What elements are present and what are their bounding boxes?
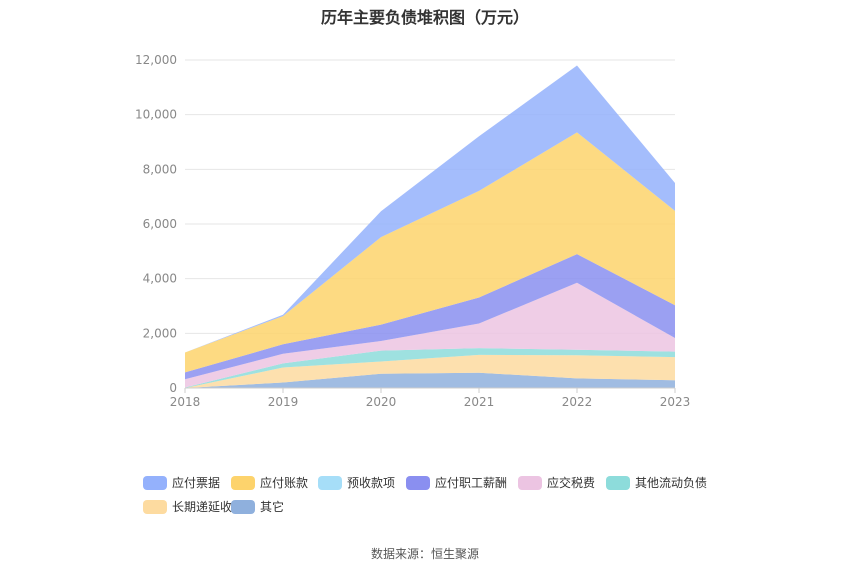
legend-swatch	[231, 499, 255, 514]
area-series-1	[185, 354, 675, 388]
area-series-6	[185, 132, 675, 373]
x-tick-label: 2022	[562, 395, 593, 409]
area-series-7	[185, 65, 675, 353]
x-tick-label: 2018	[170, 395, 201, 409]
x-tick-labels: 2018 2019 2020 2021 2022 2023	[170, 395, 691, 409]
legend-label: 预收款项	[347, 476, 396, 490]
x-tick-label: 2023	[660, 395, 691, 409]
x-tick-label: 2020	[366, 395, 397, 409]
area-series-4	[185, 254, 675, 380]
legend-swatch	[143, 475, 167, 490]
y-tick-label: 12,000	[135, 53, 177, 67]
legend-swatch	[231, 475, 255, 490]
y-tick-labels: 0 2,000 4,000 6,000 8,000 10,000 12,000	[135, 53, 177, 395]
legend-swatch	[318, 475, 342, 490]
legend-swatch	[406, 475, 430, 490]
legend-item[interactable]: 长期递延收益	[143, 498, 244, 515]
legend-label: 应付职工薪酬	[435, 476, 508, 490]
legend-item[interactable]: 预收款项	[318, 474, 395, 491]
area-series-0	[185, 372, 675, 388]
legend-item[interactable]: 应付账款	[231, 474, 308, 491]
source-note: 数据来源：恒生聚源	[370, 547, 479, 561]
y-tick-label: 0	[169, 381, 177, 395]
legend-item[interactable]: 应付职工薪酬	[406, 474, 507, 491]
area-series-2	[185, 348, 675, 388]
y-tick-label: 4,000	[143, 272, 177, 286]
legend-item[interactable]: 应交税费	[518, 474, 595, 491]
legend-label: 长期递延收益	[172, 500, 245, 514]
legend-label: 其他流动负债	[635, 476, 708, 490]
legend-label: 应付票据	[172, 476, 221, 490]
legend-item[interactable]: 应付票据	[143, 474, 220, 491]
legend-item[interactable]: 其它	[231, 498, 284, 515]
x-tick-label: 2021	[464, 395, 495, 409]
area-series-3	[185, 282, 675, 388]
y-tick-label: 10,000	[135, 108, 177, 122]
legend-item[interactable]: 其他流动负债	[606, 474, 707, 491]
x-tick-label: 2019	[268, 395, 299, 409]
y-tick-label: 8,000	[143, 162, 177, 176]
chart-title: 历年主要负债堆积图（万元）	[320, 8, 529, 27]
legend-swatch	[606, 475, 630, 490]
y-tick-label: 6,000	[143, 217, 177, 231]
legend-swatch	[518, 475, 542, 490]
x-axis	[184, 387, 676, 393]
legend-label: 应交税费	[547, 476, 596, 490]
legend-swatch	[143, 499, 167, 514]
y-tick-label: 2,000	[143, 326, 177, 340]
legend-label: 应付账款	[260, 476, 309, 490]
area-series	[185, 65, 675, 388]
legend-label: 其它	[260, 500, 285, 514]
